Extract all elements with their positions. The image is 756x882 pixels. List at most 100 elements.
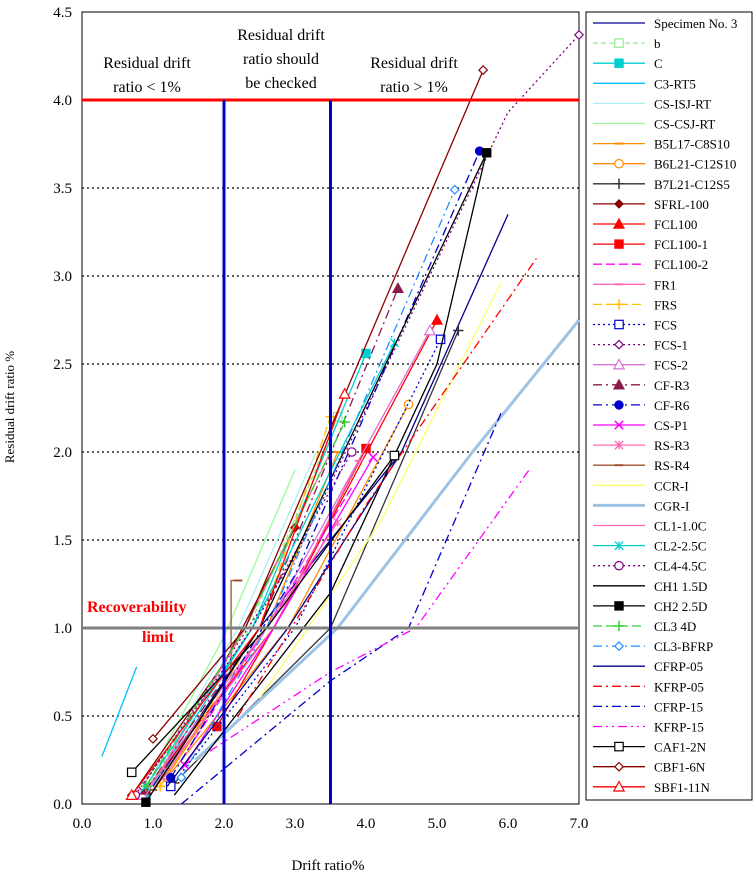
legend-item: KFRP-05	[593, 679, 704, 694]
legend-label: FRS	[654, 297, 677, 312]
y-tick-label: 3.5	[53, 181, 72, 197]
legend-label: KFRP-05	[654, 679, 704, 694]
legend-marker	[614, 540, 624, 551]
series-line	[180, 413, 502, 805]
legend-item: KFRP-15	[593, 720, 704, 735]
legend-marker	[614, 38, 624, 48]
legend-label: CL1-1.0C	[654, 519, 706, 534]
legend-label: RS-R4	[654, 458, 690, 473]
y-tick-label: 4.5	[53, 5, 72, 21]
legend-label: CL3 4D	[654, 619, 696, 634]
x-tick-label: 2.0	[215, 816, 234, 832]
legend-label: CH1 1.5D	[654, 579, 707, 594]
series-marker	[430, 313, 444, 325]
x-tick-label: 0.0	[73, 816, 92, 832]
legend-item: CAF1-2N	[593, 740, 707, 755]
y-tick-labels: 0.0 0.5 1.0 1.5 2.0 2.5 3.0 3.5 4.0 4.5	[53, 5, 72, 813]
legend: Specimen No. 3 bC C3-RT5 CS-ISJ-RT CS-CSJ-RT…	[593, 16, 737, 795]
legend-label: CGR-I	[654, 498, 689, 513]
series-24	[194, 319, 581, 762]
region-right-label: Residual drift	[370, 55, 458, 72]
series-marker	[403, 399, 414, 410]
x-tick-label: 7.0	[570, 816, 589, 832]
series-marker	[346, 447, 357, 457]
legend-marker	[614, 741, 624, 752]
recoverability-label: Recoverability	[87, 599, 187, 616]
legend-item: FCL100-2	[593, 257, 708, 272]
legend-item: CBF1-6N	[593, 760, 706, 775]
y-tick-label: 1.0	[53, 621, 72, 637]
region-left-label: Residual drift	[103, 55, 191, 72]
series-line	[170, 150, 481, 778]
series-marker	[389, 450, 400, 461]
legend-label: CS-ISJ-RT	[654, 96, 711, 111]
series-marker	[573, 29, 585, 40]
series-marker	[391, 282, 404, 294]
x-tick-labels: 0.0 1.0 2.0 3.0 4.0 5.0 6.0 7.0	[73, 816, 589, 832]
series-34	[180, 413, 502, 805]
legend-label: FCS-1	[654, 338, 688, 353]
legend-item: FCL100	[593, 217, 697, 232]
legend-label: CL2-2.5C	[654, 539, 706, 554]
y-axis-label: Residual drift ratio %	[2, 351, 17, 463]
x-tick-label: 1.0	[144, 816, 163, 832]
legend-label: FCL100	[654, 217, 697, 232]
series-3	[101, 666, 138, 757]
legend-item: CFRP-05	[593, 659, 703, 674]
legend-item: CL4-4.5C	[593, 559, 706, 574]
legend-marker	[614, 58, 624, 68]
legend-item: CS-CSJ-RT	[593, 117, 715, 132]
region-mid-label: be checked	[245, 75, 317, 92]
legend-item: FCL100-1	[593, 237, 708, 252]
series-marker	[361, 443, 371, 454]
series-line	[194, 319, 581, 762]
legend-item: CGR-I	[593, 498, 689, 513]
legend-item: RS-R3	[593, 438, 689, 453]
series-marker	[339, 416, 350, 428]
legend-label: CL4-4.5C	[654, 559, 706, 574]
legend-label: FCS	[654, 318, 677, 333]
legend-label: CFRP-05	[654, 659, 703, 674]
legend-item: SFRL-100	[593, 197, 709, 212]
legend-label: B5L17-C8S10	[654, 137, 730, 152]
legend-label: CFRP-15	[654, 699, 703, 714]
legend-item: CS-P1	[593, 418, 688, 433]
recoverability-label: limit	[142, 629, 175, 646]
legend-label: b	[654, 36, 661, 51]
legend-item: CL2-2.5C	[593, 539, 706, 554]
legend-label: CF-R3	[654, 378, 689, 393]
legend-marker	[613, 178, 625, 189]
legend-marker	[612, 378, 626, 390]
legend-marker	[613, 339, 625, 350]
legend-item: B6L21-C12S10	[593, 157, 736, 172]
legend-marker	[614, 239, 624, 249]
series-marker	[435, 334, 446, 345]
x-tick-label: 4.0	[357, 816, 376, 832]
legend-label: FCL100-1	[654, 237, 708, 252]
legend-item: CS-ISJ-RT	[593, 96, 711, 111]
legend-label: C	[654, 56, 663, 71]
legend-item: SBF1-11N	[593, 780, 710, 795]
legend-label: CF-R6	[654, 398, 690, 413]
x-axis-label: Drift ratio%	[292, 858, 365, 874]
series-line	[101, 666, 138, 757]
legend-item: CL3-BFRP	[593, 639, 713, 654]
legend-marker	[614, 440, 624, 450]
legend-marker	[612, 780, 626, 792]
reference-lines	[82, 98, 579, 804]
legend-label: CL3-BFRP	[654, 639, 713, 654]
legend-item: CFRP-15	[593, 699, 703, 714]
series-marker	[126, 767, 137, 778]
series-marker	[482, 148, 492, 158]
series-marker	[180, 760, 190, 771]
series-marker	[423, 324, 437, 336]
legend-item: CF-R6	[593, 398, 690, 413]
y-tick-label: 4.0	[53, 93, 72, 109]
legend-label: CBF1-6N	[654, 760, 706, 775]
y-tick-label: 0.0	[53, 797, 72, 813]
legend-label: FR1	[654, 277, 676, 292]
x-tick-label: 5.0	[428, 816, 447, 832]
legend-item: CL1-1.0C	[593, 519, 706, 534]
legend-item: FCS-2	[593, 358, 688, 373]
